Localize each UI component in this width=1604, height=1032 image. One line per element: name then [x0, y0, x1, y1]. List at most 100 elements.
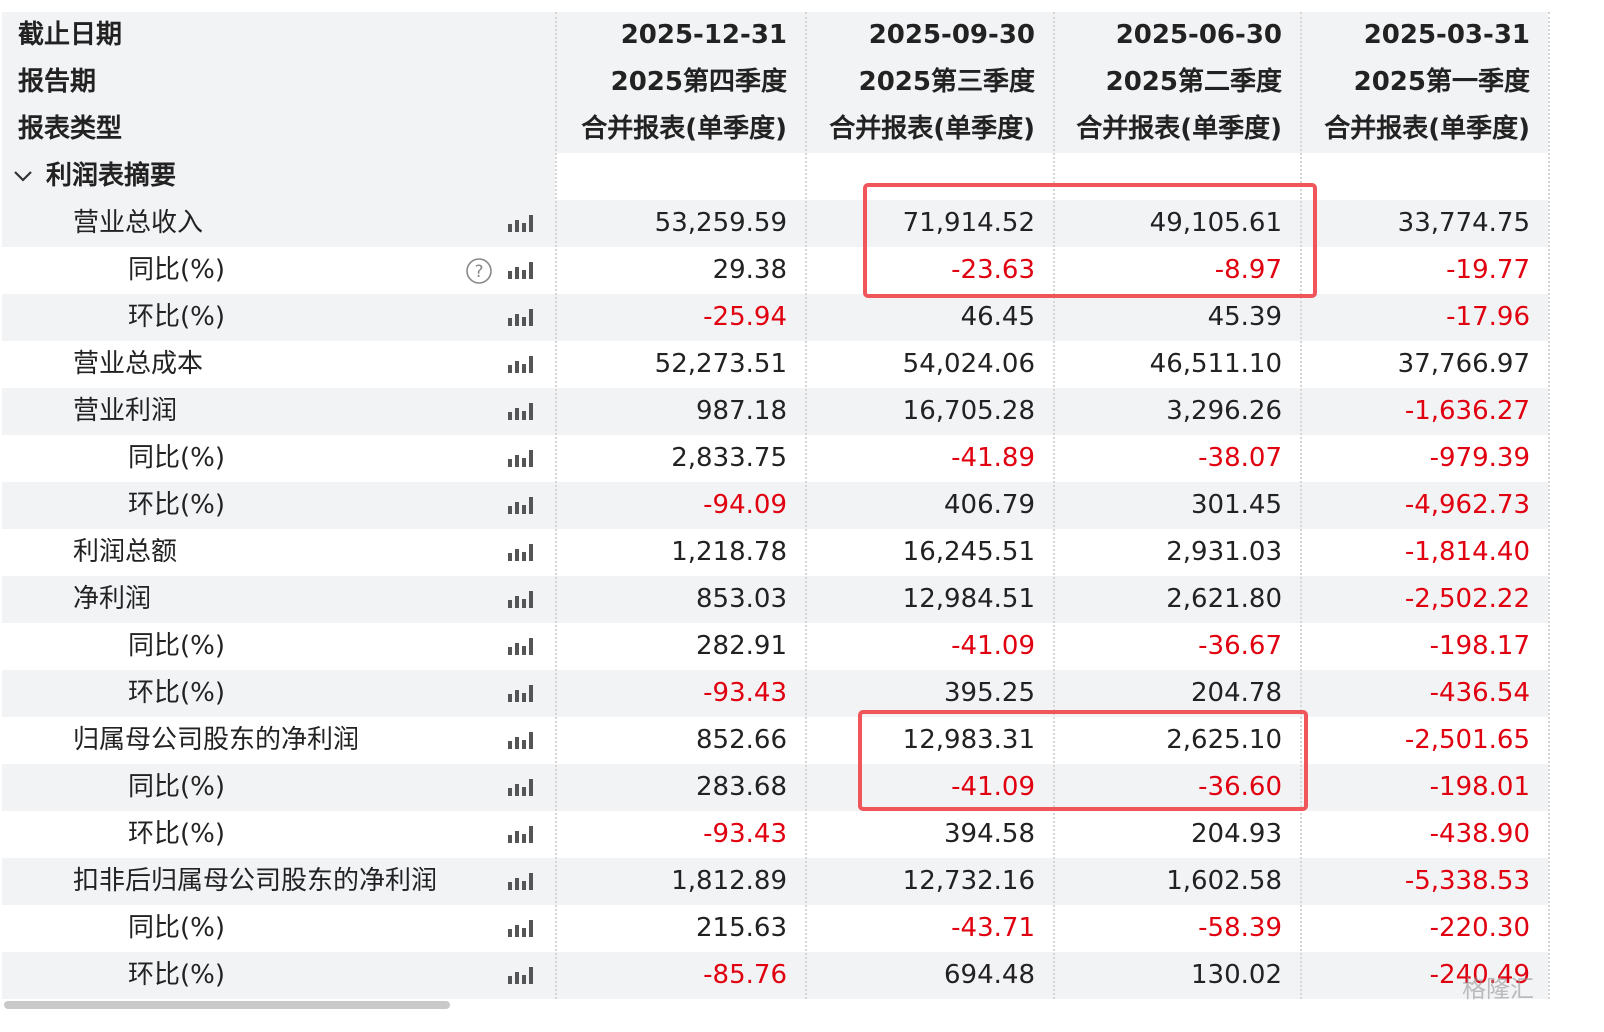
value-cell: -1,636.27: [1404, 396, 1530, 426]
chart-icon[interactable]: [507, 636, 533, 656]
row-label: 环比(%): [128, 960, 225, 990]
svg-text:?: ?: [474, 262, 483, 282]
value-cell: -2,501.65: [1404, 725, 1530, 755]
section-label: 利润表摘要: [46, 161, 177, 191]
row-bg: [2, 482, 1548, 529]
value-cell: 406.79: [944, 490, 1035, 520]
header-label: 报表类型: [18, 114, 123, 144]
value-cell: 1,602.58: [1166, 866, 1282, 896]
chart-icon[interactable]: [507, 777, 533, 797]
row-label: 营业总成本: [73, 349, 204, 379]
header-cell: 2025-03-31: [1363, 20, 1530, 50]
chart-icon[interactable]: [507, 495, 533, 515]
chart-icon[interactable]: [507, 260, 533, 280]
value-cell: 853.03: [696, 584, 787, 614]
chart-icon[interactable]: [507, 871, 533, 891]
row-label: 环比(%): [128, 302, 225, 332]
value-cell: 45.39: [1207, 302, 1282, 332]
value-cell: 3,296.26: [1166, 396, 1282, 426]
value-cell: -41.09: [951, 772, 1035, 802]
row-label: 同比(%): [128, 443, 225, 473]
row-label: 同比(%): [128, 772, 225, 802]
header-label: 截止日期: [18, 20, 123, 50]
value-cell: 283.68: [696, 772, 787, 802]
value-cell: 1,218.78: [671, 537, 787, 567]
value-cell: -2,502.22: [1404, 584, 1530, 614]
highlight-box: [863, 183, 1317, 298]
row-bg: [2, 294, 1548, 341]
column-separator: [805, 12, 807, 999]
value-cell: -36.67: [1198, 631, 1282, 661]
row-label: 营业利润: [73, 396, 178, 426]
column-separator: [555, 12, 557, 999]
row-bg: [2, 200, 1548, 247]
chart-icon[interactable]: [507, 213, 533, 233]
header-cell: 2025第四季度: [610, 67, 787, 97]
value-cell: -25.94: [703, 302, 787, 332]
chart-icon[interactable]: [507, 730, 533, 750]
watermark: 格隆汇: [1462, 975, 1534, 1003]
row-bg: [2, 952, 1548, 999]
row-label: 环比(%): [128, 490, 225, 520]
value-cell: -94.09: [703, 490, 787, 520]
value-cell: -36.60: [1198, 772, 1282, 802]
row-label: 同比(%): [128, 631, 225, 661]
header-cell: 2025第二季度: [1105, 67, 1282, 97]
value-cell: -41.89: [951, 443, 1035, 473]
row-label: 净利润: [73, 584, 152, 614]
chart-icon[interactable]: [507, 918, 533, 938]
value-cell: 282.91: [696, 631, 787, 661]
chart-icon[interactable]: [507, 589, 533, 609]
row-label: 同比(%): [128, 913, 225, 943]
value-cell: 53,259.59: [654, 208, 787, 238]
value-cell: 46,511.10: [1149, 349, 1282, 379]
value-cell: 54,024.06: [902, 349, 1035, 379]
chart-icon[interactable]: [507, 965, 533, 985]
value-cell: 215.63: [696, 913, 787, 943]
chart-icon[interactable]: [507, 683, 533, 703]
chart-icon[interactable]: [507, 307, 533, 327]
value-cell: -1,814.40: [1404, 537, 1530, 567]
value-cell: -198.01: [1429, 772, 1530, 802]
row-label: 环比(%): [128, 819, 225, 849]
value-cell: 395.25: [944, 678, 1035, 708]
highlight-box: [858, 710, 1308, 811]
column-separator: [1053, 12, 1055, 999]
value-cell: 49,105.61: [1149, 208, 1282, 238]
row-label: 环比(%): [128, 678, 225, 708]
row-bg: [2, 858, 1548, 905]
value-cell: 204.78: [1191, 678, 1282, 708]
value-cell: -93.43: [703, 678, 787, 708]
value-cell: 33,774.75: [1397, 208, 1530, 238]
chart-icon[interactable]: [507, 542, 533, 562]
row-label: 同比(%): [128, 255, 225, 285]
value-cell: 12,983.31: [902, 725, 1035, 755]
value-cell: -93.43: [703, 819, 787, 849]
help-icon[interactable]: ?: [465, 257, 493, 285]
scrollbar[interactable]: [4, 1001, 450, 1009]
header-bg: [2, 12, 1548, 153]
value-cell: -436.54: [1429, 678, 1530, 708]
value-cell: 2,833.75: [671, 443, 787, 473]
value-cell: 204.93: [1191, 819, 1282, 849]
value-cell: 16,245.51: [902, 537, 1035, 567]
value-cell: -19.77: [1446, 255, 1530, 285]
value-cell: 2,621.80: [1166, 584, 1282, 614]
value-cell: 2,931.03: [1166, 537, 1282, 567]
value-cell: 1,812.89: [671, 866, 787, 896]
header-cell: 合并报表(单季度): [1076, 114, 1282, 144]
chart-icon[interactable]: [507, 354, 533, 374]
value-cell: 71,914.52: [902, 208, 1035, 238]
header-cell: 2025-09-30: [868, 20, 1035, 50]
chart-icon[interactable]: [507, 401, 533, 421]
column-separator: [1548, 12, 1550, 999]
value-cell: 394.58: [944, 819, 1035, 849]
value-cell: -5,338.53: [1404, 866, 1530, 896]
chart-icon[interactable]: [507, 448, 533, 468]
value-cell: -23.63: [951, 255, 1035, 285]
collapse-icon[interactable]: [12, 153, 36, 200]
chart-icon[interactable]: [507, 824, 533, 844]
header-cell: 合并报表(单季度): [829, 114, 1035, 144]
header-cell: 2025-06-30: [1115, 20, 1282, 50]
header-cell: 合并报表(单季度): [581, 114, 787, 144]
